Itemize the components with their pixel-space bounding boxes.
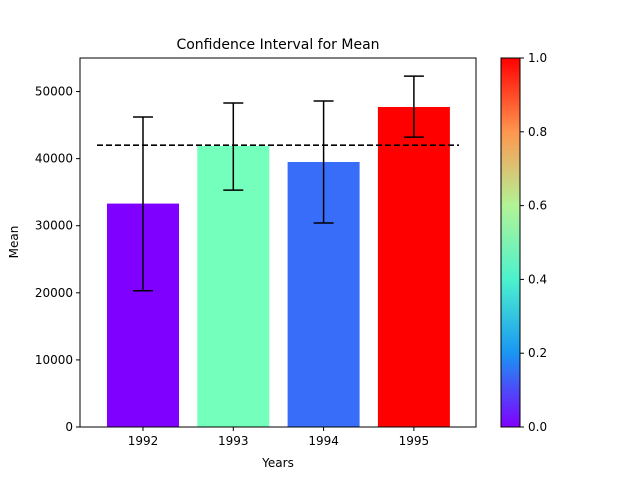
x-tick-label: 1995 <box>399 434 430 448</box>
x-axis: 1992 1993 1994 1995 <box>128 427 429 448</box>
colorbar-tick-label: 0.4 <box>528 272 547 286</box>
y-tick-label: 20000 <box>35 286 73 300</box>
bar-1993 <box>197 145 270 427</box>
bar-1995 <box>377 106 450 427</box>
colorbar-tick-label: 0.0 <box>528 420 547 434</box>
colorbar: 0.0 0.2 0.4 0.6 0.8 1.0 <box>500 51 547 434</box>
y-tick-label: 50000 <box>35 85 73 99</box>
chart-title: Confidence Interval for Mean <box>176 37 379 53</box>
colorbar-tick-label: 0.8 <box>528 125 547 139</box>
colorbar-tick-label: 0.6 <box>528 199 547 213</box>
plot-frame <box>79 57 477 428</box>
y-tick-label: 30000 <box>35 219 73 233</box>
y-axis-label: Mean <box>7 226 21 259</box>
colorbar-tick-label: 0.2 <box>528 346 547 360</box>
y-tick-label: 10000 <box>35 353 73 367</box>
x-axis-label: Years <box>261 456 294 470</box>
x-tick-label: 1992 <box>128 434 159 448</box>
x-tick-label: 1993 <box>218 434 249 448</box>
y-tick-label: 0 <box>65 420 73 434</box>
colorbar-ticks: 0.0 0.2 0.4 0.6 0.8 1.0 <box>520 51 547 434</box>
y-axis: 0 10000 20000 30000 40000 50000 <box>35 85 80 434</box>
bars-group <box>107 106 450 427</box>
y-tick-label: 40000 <box>35 152 73 166</box>
colorbar-tick-label: 1.0 <box>528 51 547 65</box>
colorbar-gradient <box>500 57 521 428</box>
x-tick-label: 1994 <box>308 434 339 448</box>
